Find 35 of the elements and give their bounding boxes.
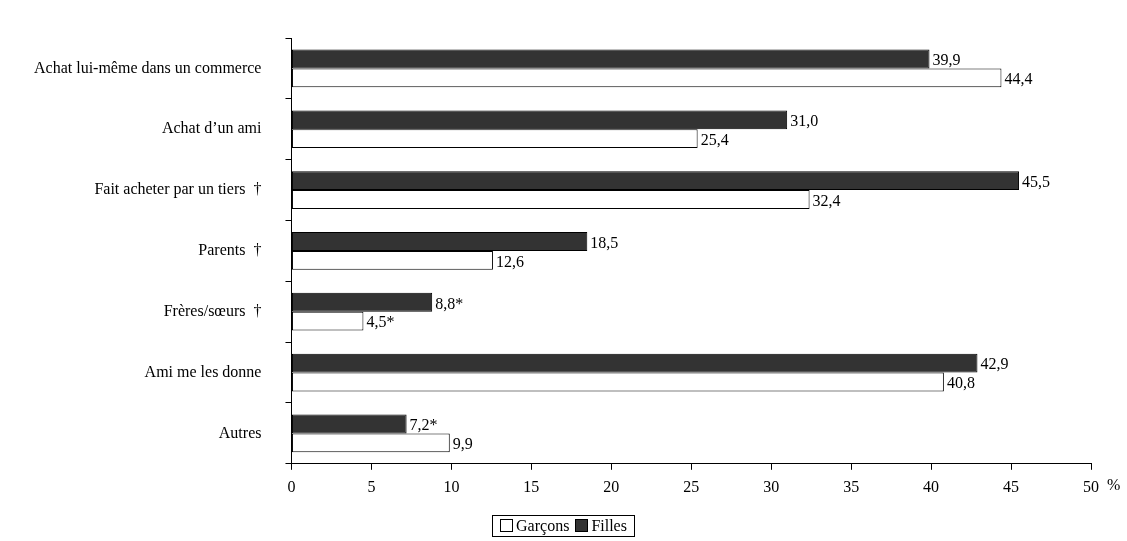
data-label: 31,0 [790, 112, 819, 130]
x-tick-label: 45 [1003, 477, 1020, 495]
data-label: 8,8* [435, 294, 464, 312]
data-label: 39,9 [932, 51, 961, 69]
data-label: 42,9 [980, 355, 1009, 373]
x-axis-title: % [1107, 476, 1121, 493]
data-label: 40,8 [946, 374, 975, 392]
data-label: 25,4 [700, 130, 729, 148]
x-tick-label: 50 [1083, 477, 1099, 495]
legend-label: Filles [591, 517, 627, 534]
y-tick-label: Fait acheter par un tiers † [94, 180, 262, 199]
data-label: 7,2* [409, 416, 438, 434]
x-tick-label: 40 [923, 477, 940, 495]
data-label: 32,4 [812, 191, 841, 209]
data-label: 18,5 [590, 233, 619, 251]
y-tick-label: Parents † [198, 241, 262, 259]
x-tick-label: 15 [523, 477, 540, 495]
y-tick-label: Frères/sœurs † [163, 301, 262, 319]
x-tick-label: 25 [683, 477, 700, 495]
x-tick-label: 0 [287, 477, 296, 495]
data-label: 4,5* [366, 313, 395, 331]
y-tick-label: Autres [218, 423, 262, 441]
x-tick-label: 20 [603, 477, 620, 495]
x-tick-label: 30 [763, 477, 780, 495]
x-tick-label: 10 [443, 477, 460, 495]
y-tick-label: Achat lui-même dans un commerce [34, 58, 262, 76]
y-tick-label: Ami me les donne [144, 362, 262, 380]
y-tick-label: Achat d’un ami [161, 119, 263, 137]
data-label: 44,4 [1004, 70, 1033, 88]
x-tick-label: 35 [843, 477, 860, 495]
data-label: 45,5 [1022, 172, 1051, 190]
data-label: 12,6 [495, 252, 524, 270]
data-label: 9,9 [452, 435, 473, 453]
x-tick-label: 5 [367, 477, 376, 495]
text: Garçons [516, 517, 570, 534]
